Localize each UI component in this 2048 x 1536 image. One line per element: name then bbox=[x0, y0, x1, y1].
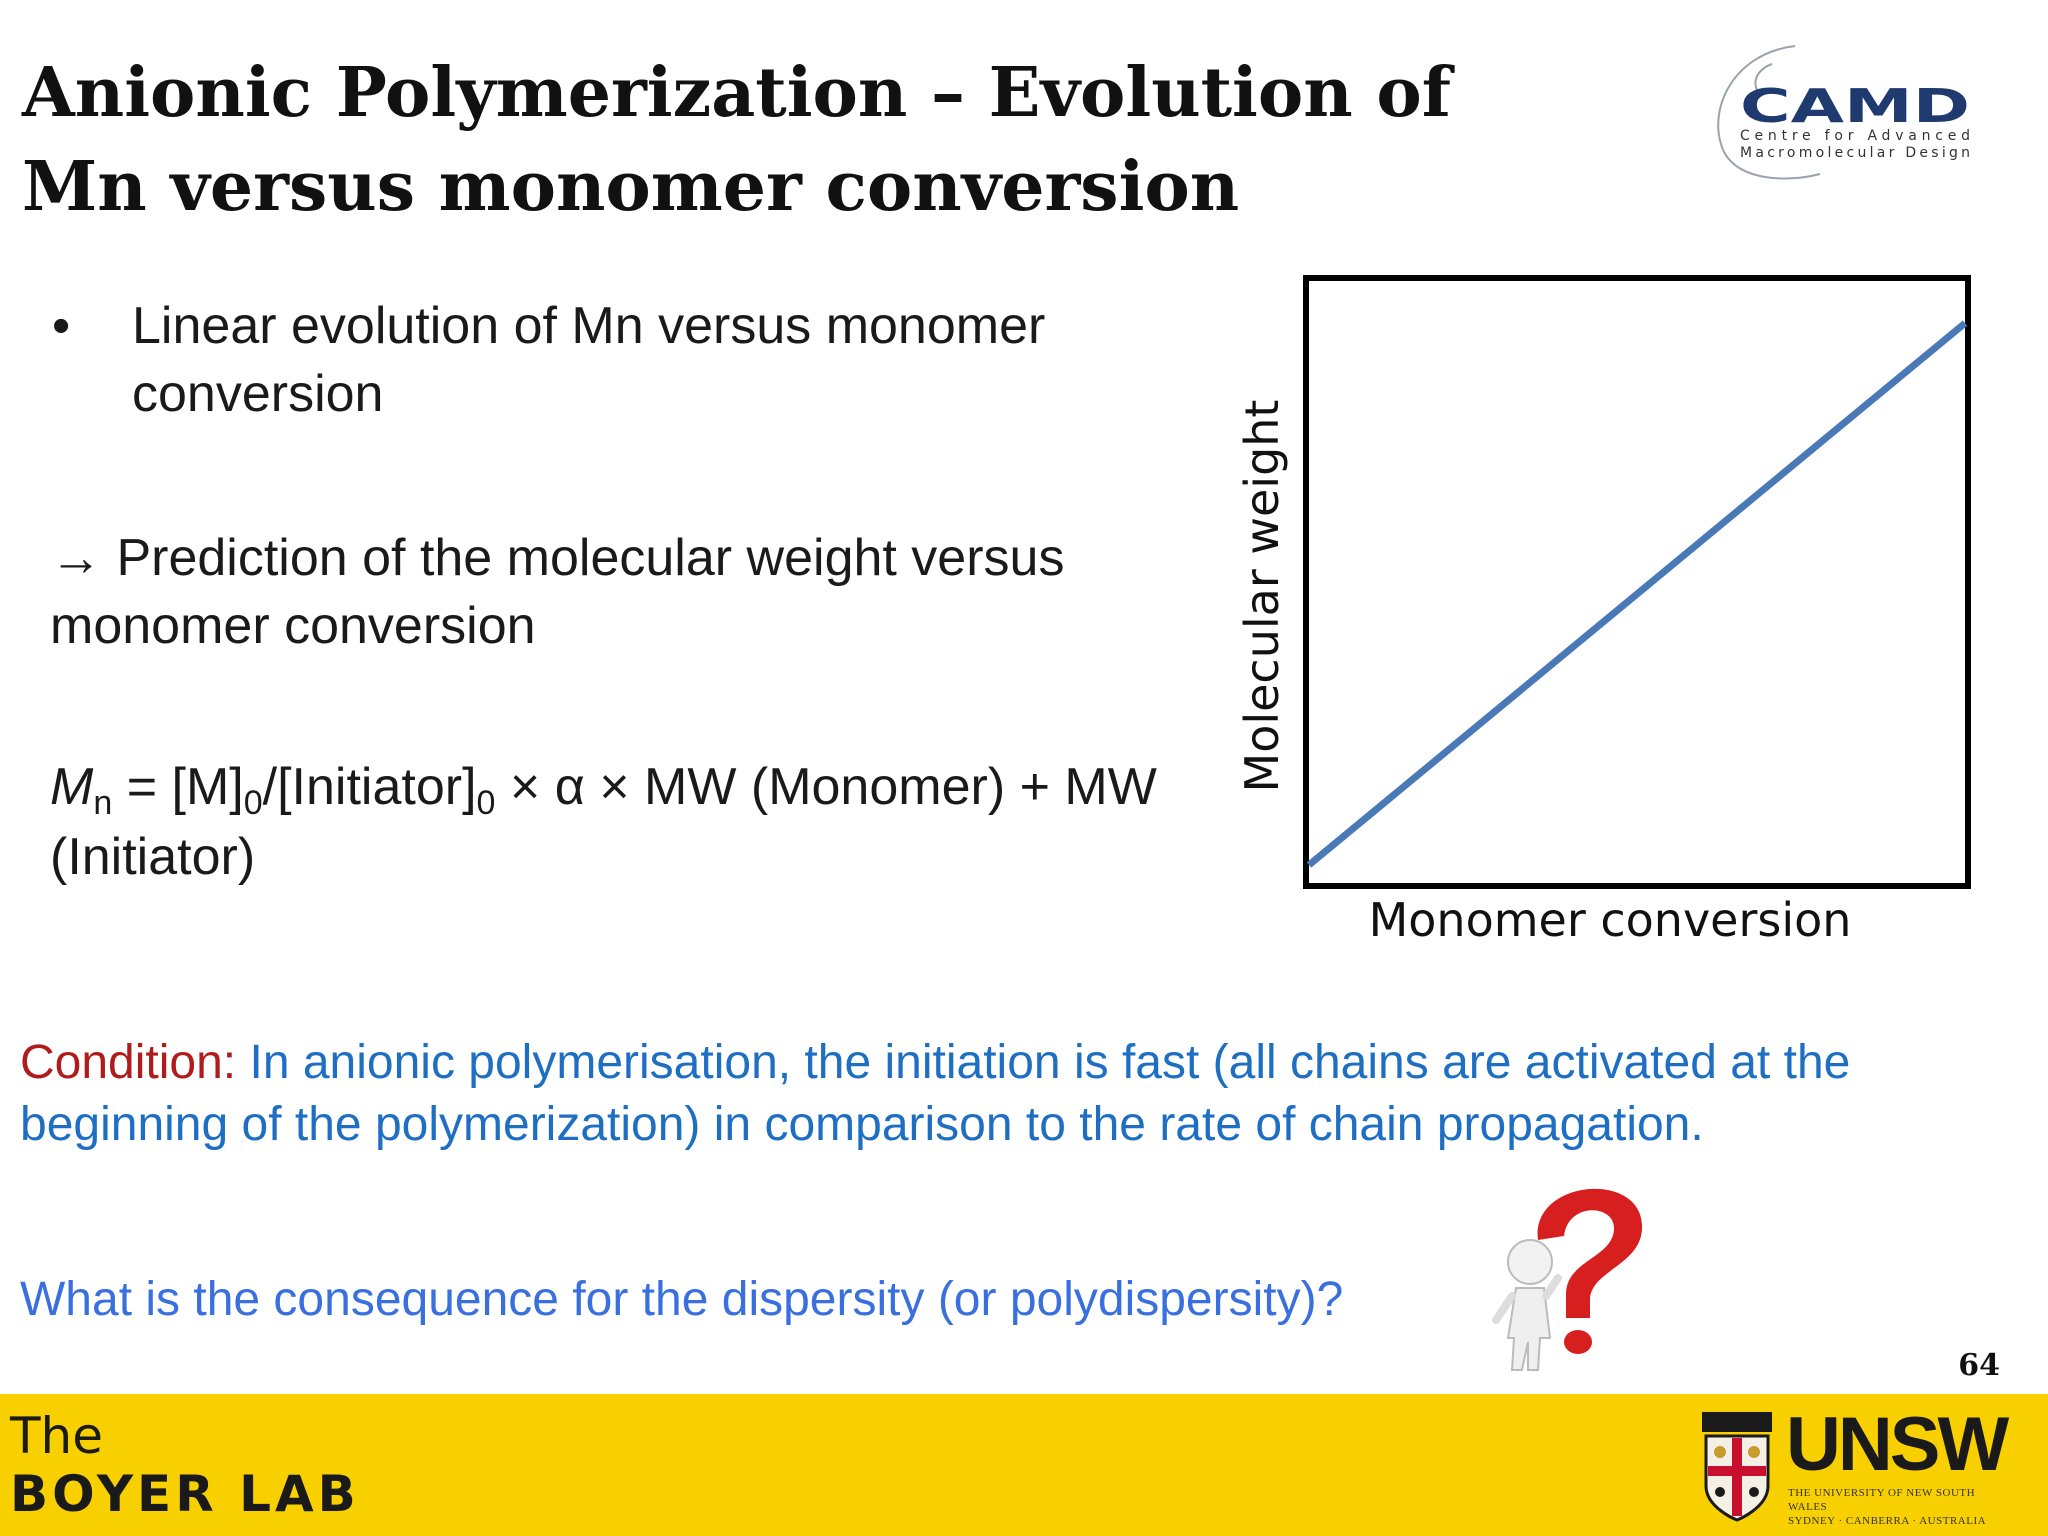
condition-lead: Condition: bbox=[20, 1036, 237, 1089]
formula-part1: = [M] bbox=[112, 758, 244, 816]
condition-note: Condition: In anionic polymerisation, th… bbox=[20, 1032, 2010, 1156]
chart-frame bbox=[1303, 275, 1971, 889]
x-axis-label: Monomer conversion bbox=[1369, 893, 1852, 947]
boyer-lab-line2: BOYER LAB bbox=[10, 1465, 360, 1523]
camd-logo: CAMD Centre for Advanced Macromolecular … bbox=[1717, 45, 1970, 180]
formula-sub0b: 0 bbox=[476, 784, 496, 822]
prediction-text: → Prediction of the molecular weight ver… bbox=[50, 529, 1065, 655]
y-axis-label: Molecular weight bbox=[1235, 400, 1289, 793]
unsw-crest-icon bbox=[1702, 1412, 1772, 1522]
mn-formula: Mn = [M]0/[Initiator]0 × α × MW (Monomer… bbox=[50, 752, 1190, 892]
bullet-point: • Linear evolution of Mn versus monomer … bbox=[48, 292, 1168, 428]
bullet-text: Linear evolution of Mn versus monomer co… bbox=[132, 297, 1046, 423]
camd-name: CAMD bbox=[1740, 79, 1970, 133]
unsw-sub-line1: THE UNIVERSITY OF NEW SOUTH WALES bbox=[1788, 1487, 1976, 1513]
slide-title: Anionic Polymerization – Evolution of Mn… bbox=[22, 53, 1451, 227]
question-text: What is the consequence for the dispersi… bbox=[20, 1273, 1344, 1326]
unsw-sub-line2: SYDNEY · CANBERRA · AUSTRALIA bbox=[1788, 1515, 1987, 1527]
unsw-wordmark: UNSW bbox=[1786, 1402, 2009, 1487]
question-figure-icon bbox=[1492, 1188, 1643, 1371]
unsw-subtitle: THE UNIVERSITY OF NEW SOUTH WALES SYDNEY… bbox=[1788, 1486, 2002, 1528]
formula-mn: M bbox=[50, 758, 94, 816]
footer-bar: The BOYER LAB UNSW THE UNIVERSITY OF NEW… bbox=[0, 1394, 2048, 1536]
formula-part2: /[Initiator] bbox=[262, 758, 477, 816]
formula-mn-sub: n bbox=[93, 784, 113, 822]
camd-line2: Macromolecular Design bbox=[1740, 145, 1970, 161]
condition-text: In anionic polymerisation, the initiatio… bbox=[20, 1036, 1851, 1151]
formula-part3: × α × MW (Monomer) + MW (Initiator) bbox=[50, 758, 1157, 886]
page-number: 64 bbox=[1958, 1348, 2000, 1383]
formula-sub0a: 0 bbox=[243, 784, 263, 822]
boyer-lab-logo: The BOYER LAB bbox=[10, 1408, 360, 1524]
boyer-lab-line1: The bbox=[10, 1407, 103, 1465]
bullet-symbol: • bbox=[52, 297, 71, 355]
mw-vs-conversion-chart: Monomer conversion Molecular weight bbox=[1235, 275, 1971, 947]
series-line bbox=[1306, 320, 1968, 868]
camd-swirl-icon bbox=[1717, 45, 1821, 180]
